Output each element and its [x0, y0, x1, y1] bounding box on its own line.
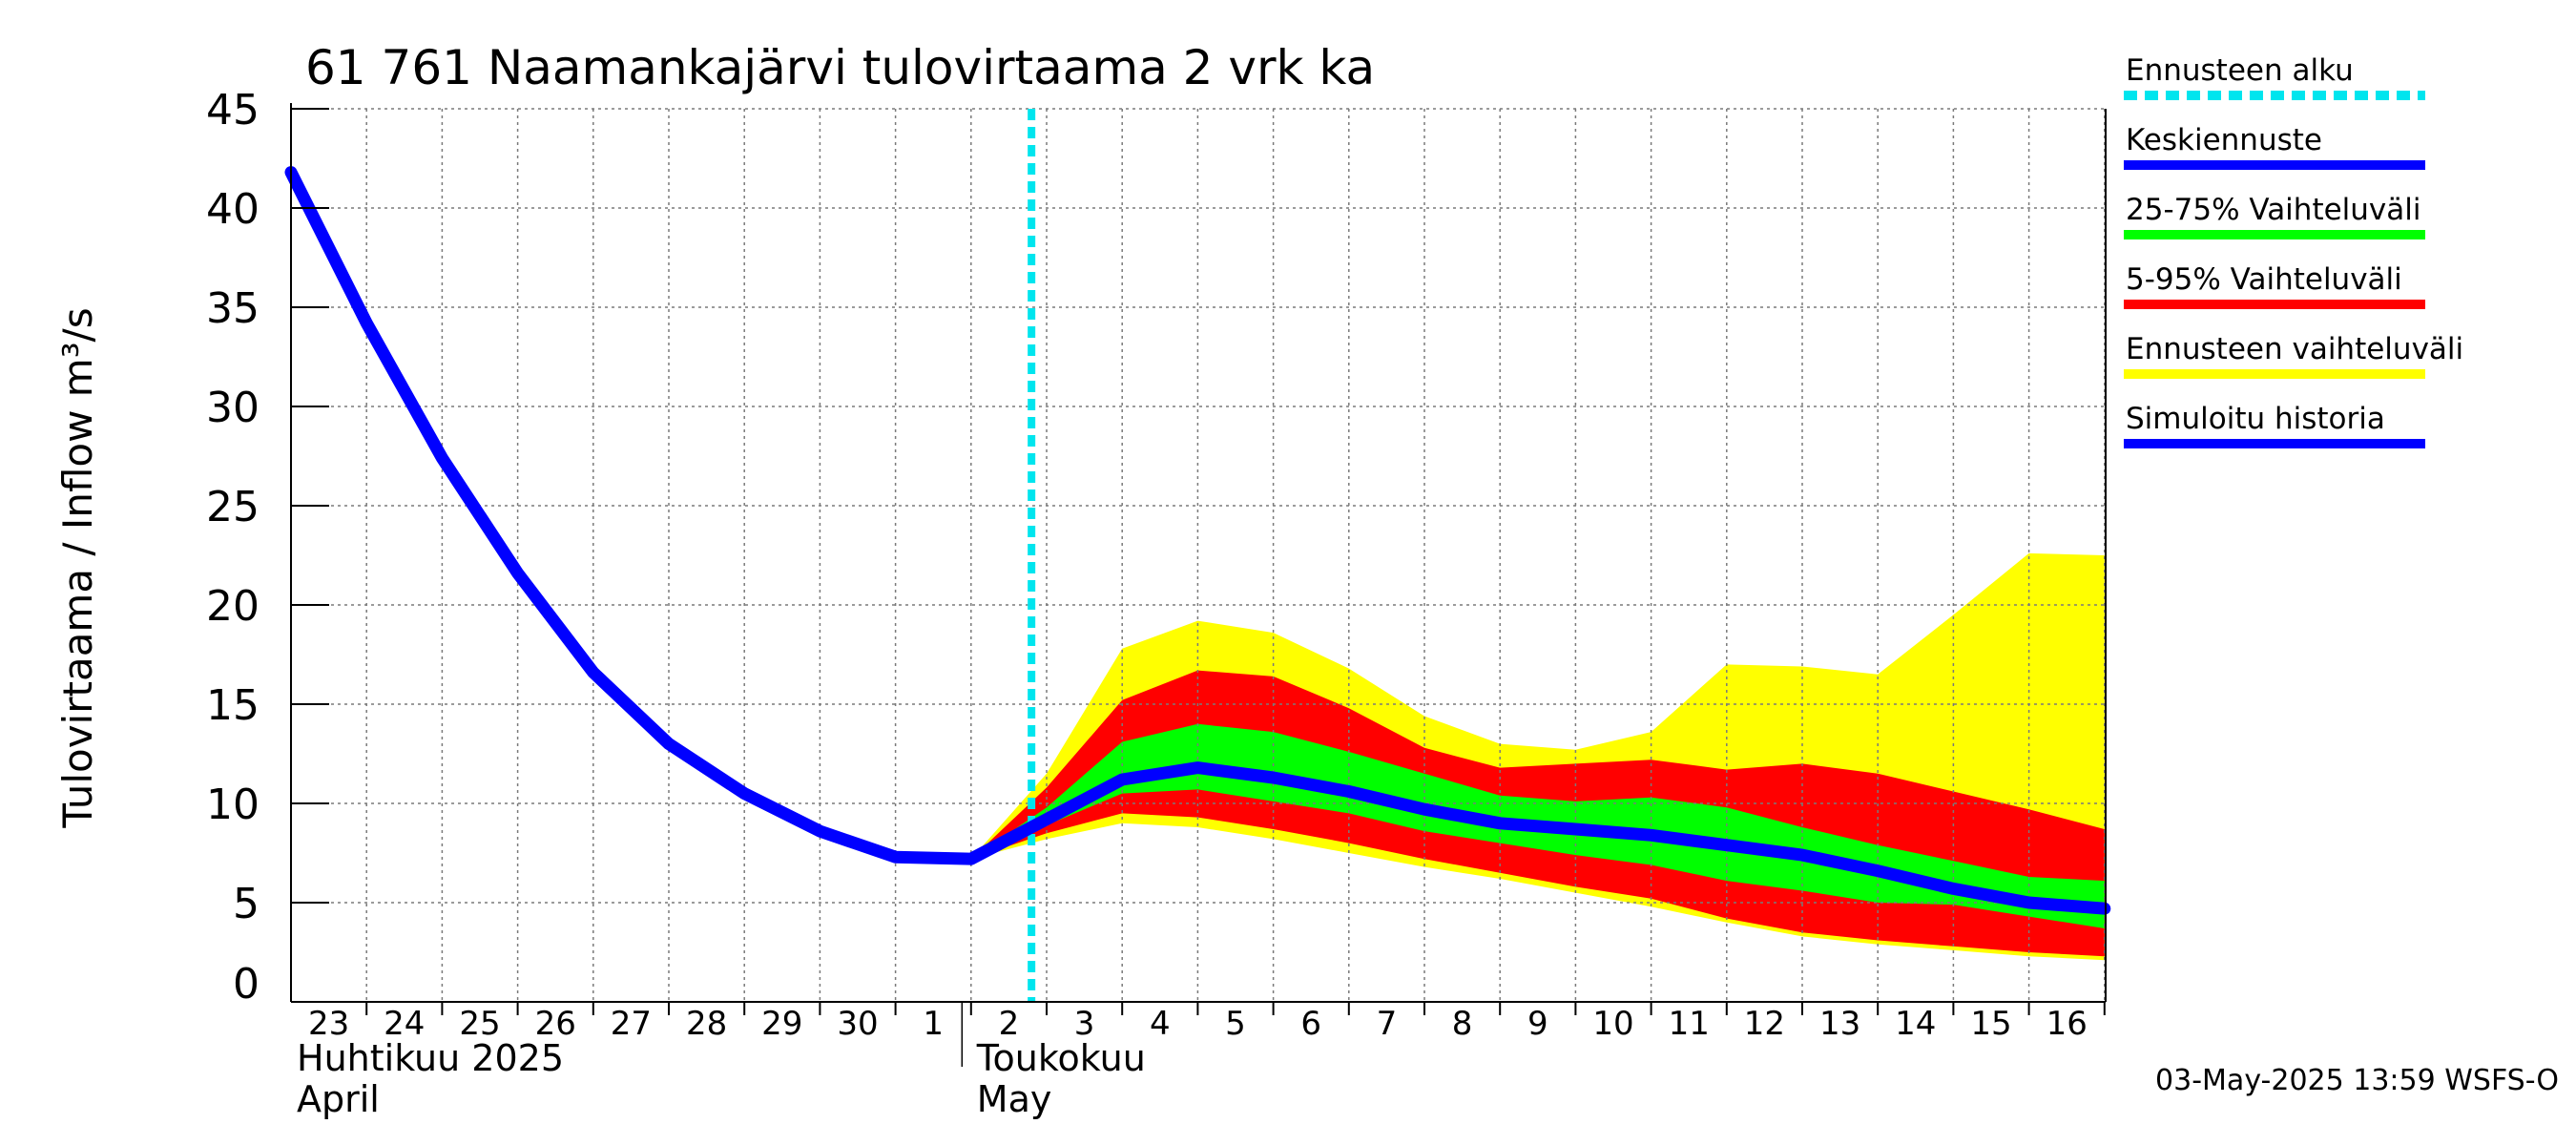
legend-label: Simuloitu historia — [2126, 402, 2385, 436]
y-tick-label: 25 — [206, 483, 260, 531]
x-tick-label: 16 — [2046, 1005, 2088, 1043]
y-tick-label: 45 — [206, 86, 260, 135]
y-tick-label: 10 — [206, 781, 260, 829]
x-tick-label: 2 — [999, 1005, 1020, 1043]
y-tick-label: 5 — [233, 880, 260, 928]
x-tick-label: 30 — [837, 1005, 878, 1043]
x-tick-label: 5 — [1225, 1005, 1246, 1043]
x-tick-label: 8 — [1452, 1005, 1473, 1043]
month-label-en: April — [297, 1078, 380, 1120]
x-tick-label: 3 — [1074, 1005, 1095, 1043]
simulated-history-line — [284, 166, 2111, 915]
x-tick-label: 27 — [611, 1005, 652, 1043]
legend-label: 25-75% Vaihteluväli — [2126, 193, 2421, 227]
y-tick-label: 40 — [206, 185, 260, 234]
grid-lines — [291, 108, 2106, 1002]
legend-label: Ennusteen alku — [2126, 53, 2354, 88]
timestamp-footer: 03-May-2025 13:59 WSFS-O — [2155, 1064, 2559, 1097]
x-axis-ticks: 23 24 25 26 27 28 29 30 1 2 3 4 5 6 7 8 9 10 11 12 13 14 15 16 — [308, 1002, 2106, 1043]
x-tick-label: 28 — [686, 1005, 727, 1043]
legend: Ennusteen alku Keskiennuste 25-75% Vaihtel… — [2124, 53, 2463, 448]
x-tick-label: 6 — [1300, 1005, 1321, 1043]
x-tick-label: 10 — [1592, 1005, 1633, 1043]
y-tick-label: 35 — [206, 284, 260, 333]
y-axis-ticks: 0 5 10 15 20 25 30 35 40 45 — [206, 86, 329, 1009]
y-tick-label: 0 — [233, 960, 260, 1009]
series-lines — [284, 109, 2111, 1002]
forecast-bands — [970, 552, 2105, 961]
y-tick-label: 15 — [206, 681, 260, 730]
month-label-en: May — [977, 1078, 1052, 1120]
x-tick-label: 29 — [761, 1005, 802, 1043]
x-tick-label: 13 — [1819, 1005, 1860, 1043]
y-tick-label: 20 — [206, 582, 260, 631]
x-tick-label: 25 — [459, 1005, 500, 1043]
y-axis-label: Tulovirtaama / Inflow m³/s — [54, 307, 101, 828]
x-tick-label: 15 — [1970, 1005, 2011, 1043]
x-tick-label: 14 — [1895, 1005, 1936, 1043]
x-tick-label: 1 — [923, 1005, 944, 1043]
legend-label: Ennusteen vaihteluväli — [2126, 332, 2463, 366]
x-tick-label: 9 — [1527, 1005, 1548, 1043]
y-tick-label: 30 — [206, 384, 260, 432]
x-tick-label: 23 — [308, 1005, 349, 1043]
x-tick-label: 4 — [1150, 1005, 1171, 1043]
chart-title: 61 761 Naamankajärvi tulovirtaama 2 vrk … — [305, 40, 1375, 95]
x-tick-label: 7 — [1377, 1005, 1398, 1043]
x-tick-label: 12 — [1744, 1005, 1785, 1043]
legend-label: 5-95% Vaihteluväli — [2126, 262, 2402, 297]
x-tick-label: 24 — [384, 1005, 425, 1043]
month-label-fi: Huhtikuu 2025 — [297, 1037, 564, 1079]
month-label-fi: Toukokuu — [976, 1037, 1146, 1079]
x-tick-label: 26 — [535, 1005, 576, 1043]
x-tick-label: 11 — [1669, 1005, 1710, 1043]
legend-label: Keskiennuste — [2126, 123, 2322, 157]
